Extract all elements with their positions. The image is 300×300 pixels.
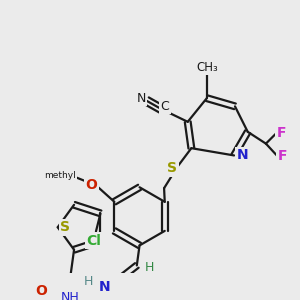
Text: H: H <box>84 275 93 288</box>
Text: NH: NH <box>61 291 80 300</box>
Text: F: F <box>278 149 287 164</box>
Text: Cl: Cl <box>87 234 102 248</box>
Text: N: N <box>99 280 111 294</box>
Text: N: N <box>236 148 248 162</box>
Text: N: N <box>137 92 146 105</box>
Text: S: S <box>167 161 177 175</box>
Text: O: O <box>35 284 47 298</box>
Text: S: S <box>60 220 70 234</box>
Text: O: O <box>86 178 98 192</box>
Text: C: C <box>160 100 169 113</box>
Text: CH₃: CH₃ <box>197 61 219 74</box>
Text: methyl: methyl <box>44 171 76 180</box>
Text: F: F <box>277 126 286 140</box>
Text: H: H <box>145 261 154 274</box>
